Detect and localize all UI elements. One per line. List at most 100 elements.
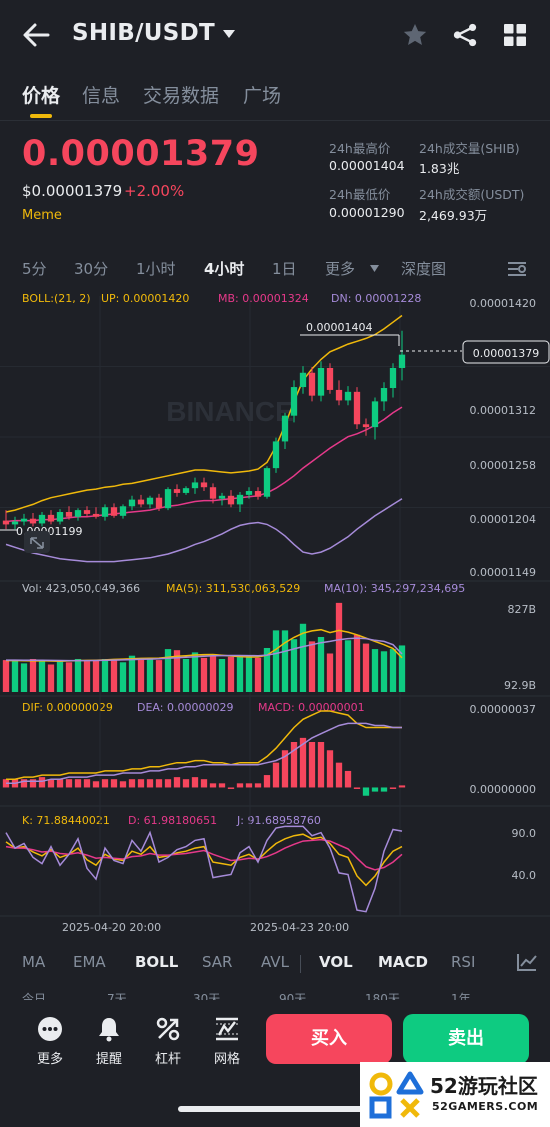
macd-histogram-bar [83, 779, 91, 788]
share-icon[interactable] [452, 22, 478, 48]
candle-body [173, 489, 181, 493]
site-name: 52游玩社区 [430, 1074, 538, 1098]
indicator-boll[interactable]: BOLL [135, 953, 179, 971]
volume-bar [380, 651, 388, 692]
expand-icon[interactable] [30, 537, 44, 549]
price-tick: 0.00001204 [469, 513, 536, 526]
tab-trading-data[interactable]: 交易数据 [143, 85, 220, 107]
macd-histogram-bar [245, 783, 253, 788]
pair-title[interactable]: SHIB/USDT [72, 20, 216, 46]
price-markers: 0.00001404 0.00001199 0.00001379 [0, 321, 550, 553]
volume-bar [254, 657, 262, 692]
macd-histogram-bar [272, 762, 280, 788]
macd-value-label: MACD: 0.00000001 [258, 701, 365, 714]
macd-histogram-bar [227, 787, 235, 789]
volume-bar [290, 639, 298, 692]
indicator-settings-icon[interactable] [516, 952, 538, 972]
interval-1h[interactable]: 1小时 [136, 260, 176, 278]
grid-bot-button[interactable]: 网格 [204, 1016, 250, 1067]
tab-price[interactable]: 价格 [22, 85, 61, 107]
volume-bar [209, 655, 217, 692]
boll-mb-line [5, 406, 403, 523]
candle-body [317, 367, 325, 396]
caret-down-icon[interactable] [369, 264, 380, 273]
volume-bar [182, 658, 190, 692]
volume-bar [398, 645, 406, 692]
candle-body [191, 482, 199, 489]
interval-30m[interactable]: 30分 [74, 260, 109, 278]
macd-histogram-bar [353, 787, 361, 789]
macd-histogram-bar [281, 750, 289, 788]
candle-body [101, 507, 109, 517]
volume-bars [2, 602, 406, 692]
grid-menu-icon[interactable] [503, 23, 527, 47]
indicator-ema[interactable]: EMA [73, 953, 106, 971]
macd-dif-line [6, 710, 402, 780]
candle-body [209, 487, 217, 499]
indicator-avl[interactable]: AVL [261, 953, 289, 971]
chart-settings-icon[interactable] [506, 259, 528, 279]
volume-bar [371, 649, 379, 692]
interval-more[interactable]: 更多 [325, 260, 356, 278]
kline-chart[interactable]: BINANCE 0.00001404 0.00001199 0.00001379 [0, 286, 550, 941]
back-arrow-icon[interactable] [22, 22, 50, 48]
indicator-sar[interactable]: SAR [202, 953, 233, 971]
macd-histogram-bar [344, 770, 352, 788]
category-tag[interactable]: Meme [22, 208, 62, 223]
volume-bar [38, 661, 46, 692]
macd-histogram-bar [20, 779, 28, 788]
alert-button[interactable]: 提醒 [86, 1016, 132, 1067]
last-price: 0.00001379 [22, 134, 260, 174]
kdj-tick: 40.0 [511, 869, 537, 882]
candle-body [344, 391, 352, 401]
kdj-k-label: K: 71.88440021 [22, 814, 110, 827]
interval-1d[interactable]: 1日 [272, 260, 297, 278]
candle-body [245, 491, 253, 495]
vol-ma10-label: MA(10): 345,297,234,695 [324, 582, 466, 595]
volume-bar [335, 602, 343, 692]
binance-watermark: BINANCE [166, 396, 294, 427]
volume-bar [263, 647, 271, 692]
volume-bar [83, 661, 91, 692]
sell-button[interactable]: 卖出 [403, 1014, 529, 1064]
indicator-rsi[interactable]: RSI [451, 953, 476, 971]
candle-body [164, 489, 172, 509]
star-icon[interactable] [402, 22, 428, 48]
current-price-tag[interactable]: 0.00001379 [473, 347, 539, 360]
candle-body [38, 514, 46, 524]
buy-button[interactable]: 买入 [266, 1014, 392, 1064]
high-24h-label: 24h最高价 [329, 141, 391, 156]
boll-up-label: UP: 0.00001420 [101, 292, 190, 305]
price-usd: $0.00001379 [22, 182, 123, 200]
kdj-panel [5, 825, 403, 913]
interval-5m[interactable]: 5分 [22, 260, 47, 278]
candle-body [380, 388, 388, 402]
macd-histogram-bar [119, 781, 127, 788]
caret-down-icon[interactable] [222, 28, 236, 40]
tab-info[interactable]: 信息 [82, 85, 121, 107]
macd-histogram-bar [110, 779, 118, 788]
candle-body [218, 495, 226, 499]
volume-quote-label: 24h成交额(USDT) [419, 187, 525, 202]
indicator-macd[interactable]: MACD [378, 953, 428, 971]
candle-body [326, 367, 334, 390]
interval-4h[interactable]: 4小时 [204, 260, 245, 278]
kdj-d-line [5, 838, 403, 871]
tab-square[interactable]: 广场 [243, 85, 282, 107]
volume-bar [191, 652, 199, 692]
macd-histogram-bar [371, 787, 379, 792]
macd-histogram-bar [299, 737, 307, 788]
more-button[interactable]: 更多 [27, 1016, 73, 1067]
candle-body [182, 488, 190, 493]
boll-up-line [5, 314, 403, 513]
indicator-vol[interactable]: VOL [319, 953, 353, 971]
macd-histogram-bar [380, 787, 388, 792]
more-dots-icon [38, 1017, 62, 1041]
volume-bar [146, 657, 154, 692]
indicator-ma[interactable]: MA [22, 953, 46, 971]
interval-depth[interactable]: 深度图 [401, 260, 447, 278]
home-indicator [178, 1106, 368, 1112]
leverage-button[interactable]: 杠杆 [145, 1016, 191, 1067]
volume-bar [164, 649, 172, 692]
volume-bar [65, 662, 73, 692]
